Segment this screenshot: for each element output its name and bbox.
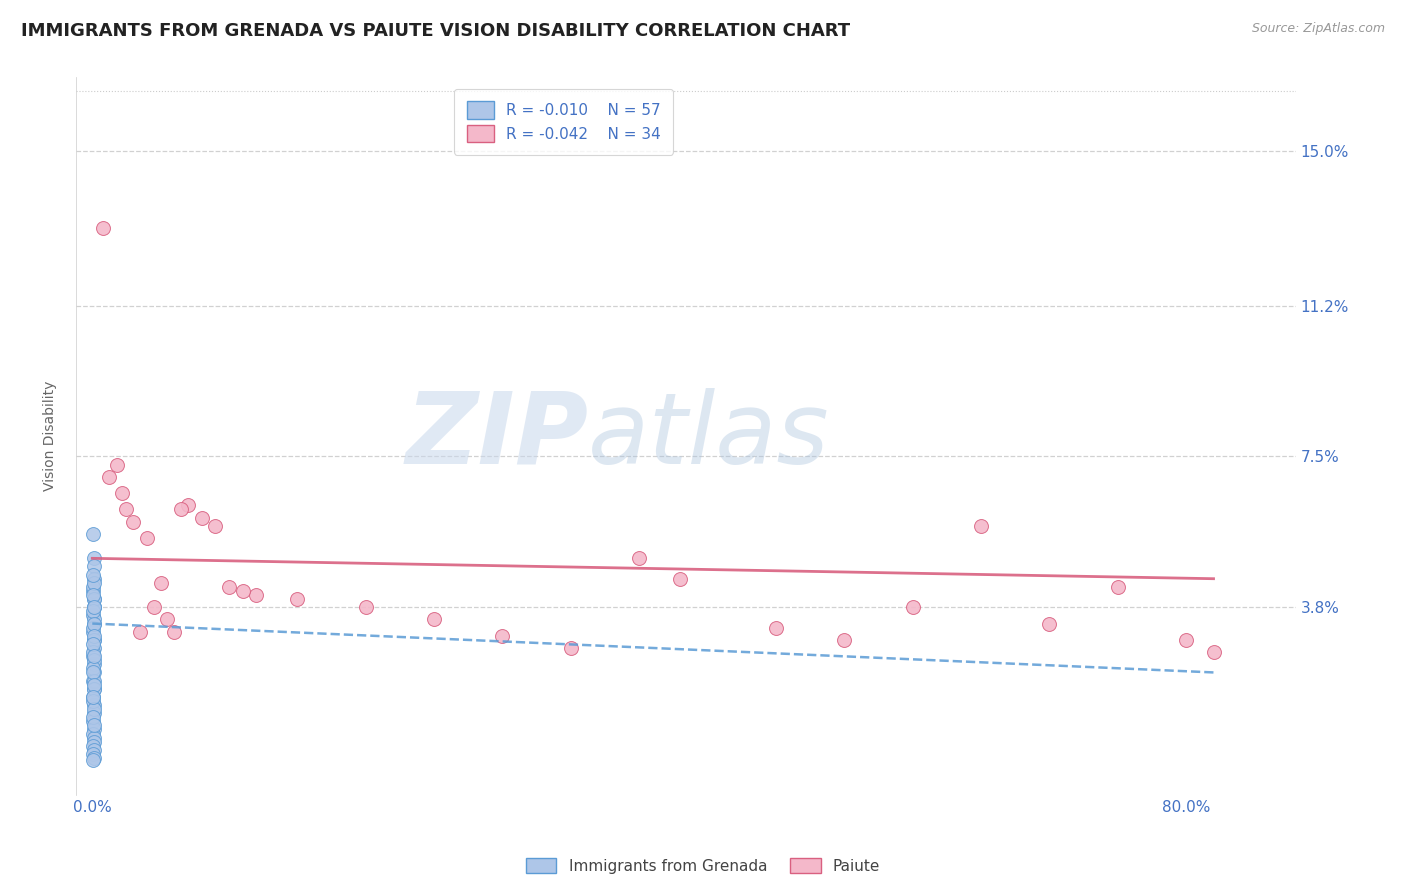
Point xyxy=(83,751,105,765)
Point xyxy=(142,600,165,615)
Point xyxy=(82,567,104,582)
Point xyxy=(83,698,105,712)
Text: atlas: atlas xyxy=(588,387,830,484)
Point xyxy=(1038,616,1060,631)
Legend: Immigrants from Grenada, Paiute: Immigrants from Grenada, Paiute xyxy=(520,852,886,880)
Point xyxy=(83,559,105,574)
Point xyxy=(163,624,186,639)
Point xyxy=(82,637,104,651)
Point xyxy=(82,588,104,602)
Point xyxy=(83,551,105,566)
Point xyxy=(83,681,105,696)
Point xyxy=(83,718,105,732)
Point xyxy=(82,604,104,618)
Point xyxy=(83,616,105,631)
Point xyxy=(83,600,105,615)
Point xyxy=(83,616,105,631)
Point xyxy=(970,518,993,533)
Point xyxy=(834,632,856,647)
Point xyxy=(83,612,105,626)
Point xyxy=(122,515,145,529)
Point xyxy=(82,527,104,541)
Point xyxy=(82,739,104,753)
Point xyxy=(765,621,787,635)
Point xyxy=(82,580,104,594)
Point xyxy=(82,583,104,598)
Point xyxy=(83,632,105,647)
Point xyxy=(97,470,120,484)
Point xyxy=(245,588,267,602)
Point xyxy=(83,706,105,721)
Point xyxy=(83,629,105,643)
Point xyxy=(82,621,104,635)
Point xyxy=(83,649,105,664)
Point xyxy=(82,665,104,680)
Point xyxy=(82,710,104,724)
Point xyxy=(83,665,105,680)
Point xyxy=(83,592,105,607)
Point xyxy=(82,673,104,688)
Point xyxy=(491,629,513,643)
Point xyxy=(669,572,692,586)
Point xyxy=(82,645,104,659)
Point xyxy=(82,694,104,708)
Point xyxy=(83,653,105,667)
Point xyxy=(82,753,104,767)
Point xyxy=(83,657,105,672)
Point xyxy=(83,723,105,737)
Point xyxy=(82,690,104,704)
Point xyxy=(82,726,104,740)
Point xyxy=(149,575,172,590)
Point xyxy=(628,551,651,566)
Point xyxy=(560,640,582,655)
Point xyxy=(83,681,105,696)
Point xyxy=(82,714,104,729)
Point xyxy=(83,600,105,615)
Point xyxy=(218,580,240,594)
Point xyxy=(83,735,105,749)
Point xyxy=(901,600,924,615)
Point xyxy=(129,624,152,639)
Point xyxy=(83,673,105,688)
Point xyxy=(82,608,104,623)
Point xyxy=(83,632,105,647)
Point xyxy=(1175,632,1198,647)
Point xyxy=(115,502,138,516)
Point xyxy=(82,661,104,675)
Point xyxy=(354,600,377,615)
Point xyxy=(82,649,104,664)
Point xyxy=(82,690,104,704)
Point xyxy=(83,640,105,655)
Point xyxy=(136,531,159,545)
Point xyxy=(190,510,212,524)
Point xyxy=(83,592,105,607)
Point xyxy=(91,221,114,235)
Point xyxy=(83,678,105,692)
Point xyxy=(111,486,134,500)
Point xyxy=(170,502,193,516)
Point xyxy=(232,583,254,598)
Point xyxy=(204,518,226,533)
Point xyxy=(287,592,309,607)
Point xyxy=(82,624,104,639)
Point xyxy=(105,458,128,472)
Point xyxy=(177,499,200,513)
Text: ZIP: ZIP xyxy=(405,387,588,484)
Point xyxy=(1202,645,1225,659)
Point xyxy=(83,600,105,615)
Point xyxy=(423,612,446,626)
Point xyxy=(83,743,105,757)
Point xyxy=(156,612,179,626)
Point xyxy=(83,731,105,745)
Text: IMMIGRANTS FROM GRENADA VS PAIUTE VISION DISABILITY CORRELATION CHART: IMMIGRANTS FROM GRENADA VS PAIUTE VISION… xyxy=(21,22,851,40)
Point xyxy=(1107,580,1129,594)
Legend: R = -0.010    N = 57, R = -0.042    N = 34: R = -0.010 N = 57, R = -0.042 N = 34 xyxy=(454,88,673,154)
Point xyxy=(83,575,105,590)
Point xyxy=(83,572,105,586)
Point xyxy=(82,747,104,761)
Point xyxy=(83,702,105,716)
Text: Source: ZipAtlas.com: Source: ZipAtlas.com xyxy=(1251,22,1385,36)
Y-axis label: Vision Disability: Vision Disability xyxy=(44,381,58,491)
